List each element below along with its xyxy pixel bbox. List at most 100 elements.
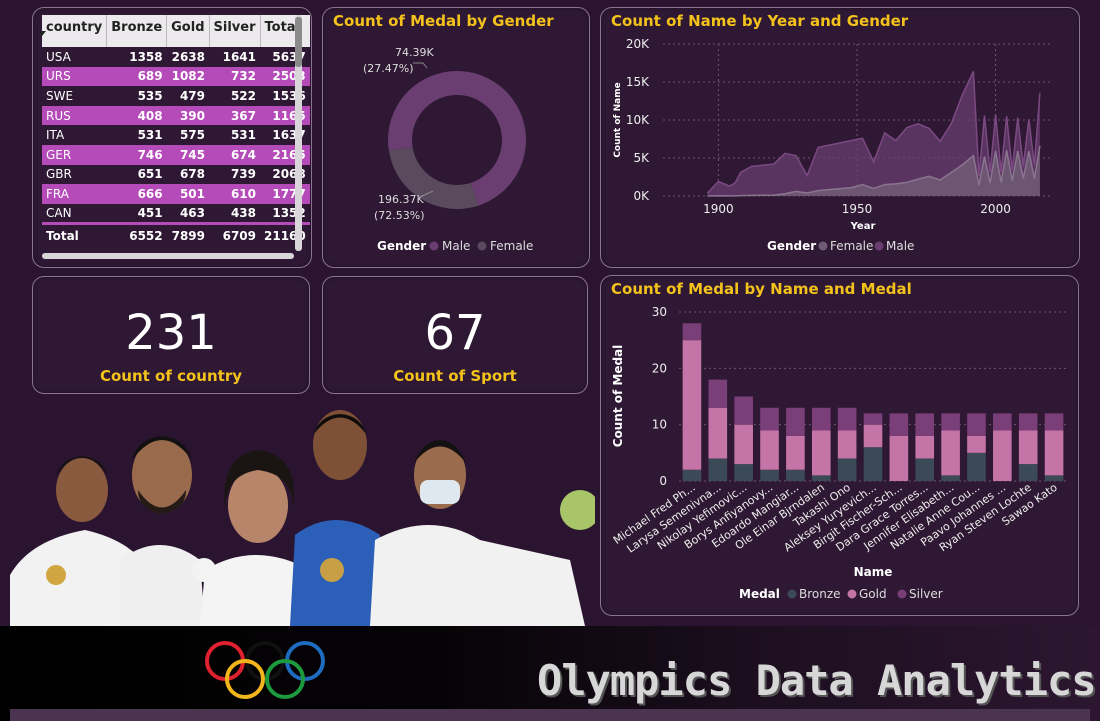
athlete-figure-3 xyxy=(192,450,315,626)
x-tick-label: 1900 xyxy=(703,202,734,216)
donut-slice-female[interactable] xyxy=(388,146,479,209)
horizontal-scrollbar[interactable] xyxy=(42,253,294,259)
bar-segment-silver[interactable] xyxy=(734,396,753,425)
table-row[interactable]: SWE 535 479 522 1536 xyxy=(42,86,310,106)
bar-segment-gold[interactable] xyxy=(786,435,805,470)
bar-segment-gold[interactable] xyxy=(993,430,1012,481)
medal-count-cell: 1536 xyxy=(272,88,306,103)
scrollbar-thumb[interactable] xyxy=(295,17,302,67)
bar-segment-bronze[interactable] xyxy=(837,458,857,481)
medal-count-cell: 1165 xyxy=(260,105,310,126)
column-header-bronze[interactable]: Bronze xyxy=(106,15,168,47)
bar-segment-bronze[interactable] xyxy=(1018,464,1038,481)
medal-count-cell: 739 xyxy=(230,167,256,182)
country-count-label: Count of country xyxy=(99,367,243,385)
bar-segment-gold[interactable] xyxy=(708,407,728,459)
bar-segment-gold[interactable] xyxy=(1044,430,1064,476)
y-axis-label: Count of Name xyxy=(613,82,623,157)
column-header-total[interactable]: Total xyxy=(260,15,310,47)
bar-segment-silver[interactable] xyxy=(863,413,883,425)
bar-segment-gold[interactable] xyxy=(837,430,857,459)
bar-segment-bronze[interactable] xyxy=(734,464,753,481)
medal-count-cell: 438 xyxy=(230,205,256,220)
area-legend-male: Male xyxy=(886,239,914,253)
table-row[interactable]: GBR 651 678 739 2068 xyxy=(42,165,310,185)
bar-legend-bronze: Bronze xyxy=(799,587,841,601)
donut-legend-male: Male xyxy=(442,239,470,253)
table-row[interactable]: FRA 666 501 610 1777 xyxy=(42,184,310,204)
medal-count-cell: 746 xyxy=(106,144,167,165)
bar-segment-silver[interactable] xyxy=(1018,413,1038,431)
bar-segment-silver[interactable] xyxy=(786,407,805,436)
bar-segment-silver[interactable] xyxy=(967,413,986,436)
bar-segment-bronze[interactable] xyxy=(708,458,728,481)
bar-segment-gold[interactable] xyxy=(760,430,779,470)
bar-segment-silver[interactable] xyxy=(760,407,779,431)
column-header-country[interactable]: country xyxy=(42,15,108,47)
bar-segment-gold[interactable] xyxy=(734,424,753,465)
bar-segment-bronze[interactable] xyxy=(915,458,935,481)
bar-segment-bronze[interactable] xyxy=(941,475,960,481)
area-series-male[interactable] xyxy=(707,71,1040,196)
bar-segment-bronze[interactable] xyxy=(811,475,831,481)
column-header-gold[interactable]: Gold xyxy=(166,15,210,47)
bar-segment-silver[interactable] xyxy=(682,323,702,341)
bar-segment-gold[interactable] xyxy=(915,435,935,459)
bar-segment-silver[interactable] xyxy=(993,413,1012,431)
medal-count-cell: 531 xyxy=(230,128,256,143)
line-series-female xyxy=(707,145,1041,197)
bar-segment-bronze[interactable] xyxy=(1044,475,1064,481)
bar-segment-silver[interactable] xyxy=(708,379,728,408)
bar-segment-silver[interactable] xyxy=(941,413,960,431)
medal-count-cell: 2638 xyxy=(171,49,206,64)
area-chart-title: Count of Name by Year and Gender xyxy=(611,12,909,30)
bar-segment-gold[interactable] xyxy=(941,430,960,476)
donut-chart[interactable]: 74.39K (27.47%) 196.37K (72.53%) Gender Male F… xyxy=(323,8,589,267)
table-row[interactable]: CAN 451 463 438 1352 xyxy=(42,204,310,224)
athlete-figure-2 xyxy=(120,436,205,626)
table-row[interactable]: ITA 531 575 531 1637 xyxy=(42,125,310,145)
bar-legend-gold: Gold xyxy=(859,587,887,601)
donut-slice-male[interactable] xyxy=(388,71,526,206)
bar-segment-gold[interactable] xyxy=(811,430,831,476)
bar-segment-bronze[interactable] xyxy=(760,469,779,481)
bar-segment-gold[interactable] xyxy=(967,435,986,453)
y-tick-label: 5K xyxy=(633,151,650,165)
bar-segment-gold[interactable] xyxy=(889,435,909,481)
table-row[interactable]: USA 1358 2638 1641 5637 xyxy=(42,47,310,67)
area-series-female[interactable] xyxy=(707,145,1040,196)
sport-count-label: Count of Sport xyxy=(393,367,517,385)
country-cell: GER xyxy=(42,144,107,165)
table-row[interactable]: RUS 408 390 367 1165 xyxy=(42,105,310,126)
athletes-photo xyxy=(10,410,595,626)
bar-segment-bronze[interactable] xyxy=(786,469,805,481)
table-row[interactable]: URS 689 1082 732 2503 xyxy=(42,66,310,87)
bar-segment-silver[interactable] xyxy=(889,413,909,436)
country-medal-table-card: country Bronze Gold Silver Total USA 1358… xyxy=(32,7,312,268)
sort-descending-icon[interactable] xyxy=(38,31,46,36)
medal-count-cell: 5637 xyxy=(272,49,306,64)
table-header-row: country Bronze Gold Silver Total xyxy=(42,15,310,47)
medal-count-cell: 2068 xyxy=(272,167,306,182)
column-header-silver[interactable]: Silver xyxy=(209,15,261,47)
medal-count-cell: 1358 xyxy=(129,49,163,64)
bar-segment-gold[interactable] xyxy=(1018,430,1038,465)
bar-segment-bronze[interactable] xyxy=(967,452,986,481)
bar-segment-silver[interactable] xyxy=(811,407,831,431)
bar-segment-silver[interactable] xyxy=(837,407,857,431)
country-cell: URS xyxy=(42,66,107,87)
medal-count-cell: 408 xyxy=(106,105,167,126)
bar-segment-bronze[interactable] xyxy=(863,447,883,481)
bar-segment-silver[interactable] xyxy=(1044,413,1064,431)
medal-count-cell: 479 xyxy=(179,88,206,103)
bar-segment-gold[interactable] xyxy=(682,340,702,470)
vertical-scrollbar[interactable] xyxy=(295,15,302,251)
bar-segment-bronze[interactable] xyxy=(682,469,702,481)
bar-segment-gold[interactable] xyxy=(863,424,883,448)
donut-legend-title: Gender xyxy=(377,239,426,253)
table-row[interactable]: GER 746 745 674 2165 xyxy=(42,144,310,165)
bar-segment-silver[interactable] xyxy=(915,413,935,436)
sport-count-card: 67 Count of Sport xyxy=(322,276,588,394)
